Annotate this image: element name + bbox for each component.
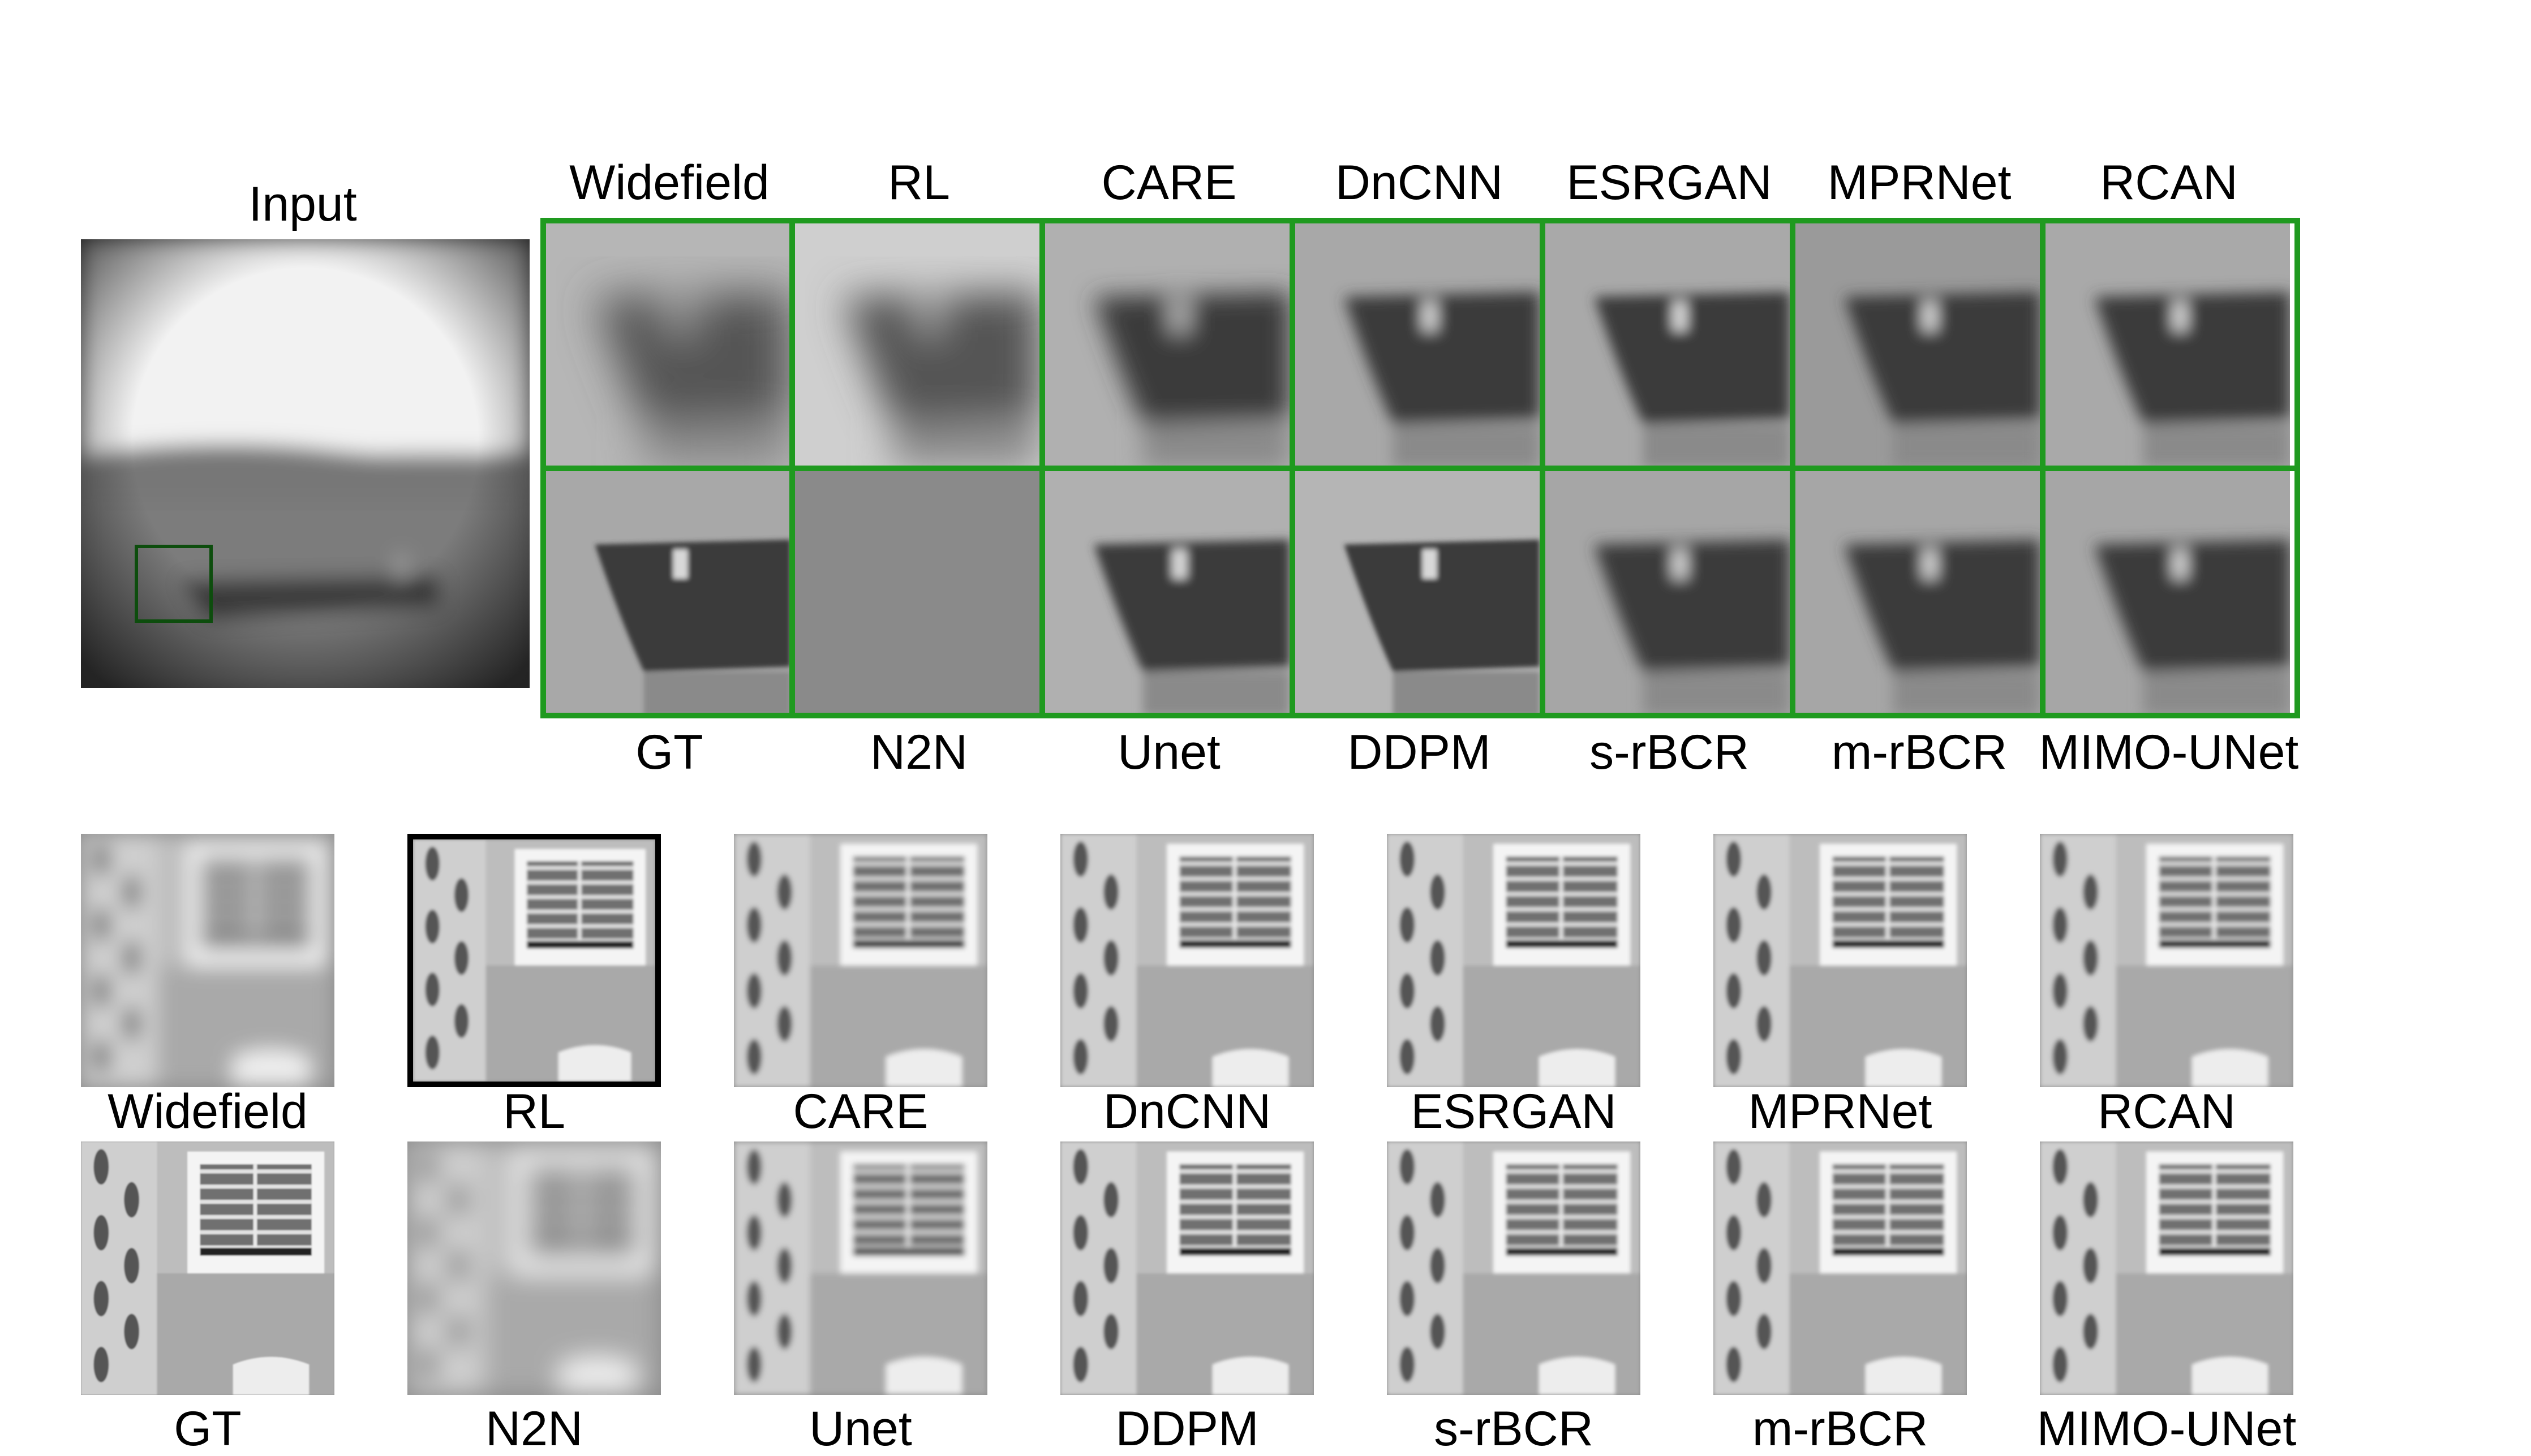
bathroom-image (1060, 834, 1314, 1087)
top-footer-label: s-rBCR (1589, 725, 1749, 779)
bathroom-image (734, 1141, 987, 1395)
bathroom-image (81, 834, 334, 1087)
top-footer-label: m-rBCR (1831, 725, 2008, 779)
bottom-row2-label: N2N (485, 1402, 583, 1456)
bathroom-image (81, 1141, 334, 1395)
bottom-row2-label: DDPM (1115, 1402, 1259, 1456)
crop-image (1295, 471, 1540, 716)
crop-image (2046, 471, 2290, 716)
top-header-label: Widefield (569, 156, 770, 210)
crop-image (1545, 223, 1790, 468)
bathroom-image (2040, 1141, 2293, 1395)
crop-grid-divider (1039, 218, 1045, 718)
crop-grid-divider (2040, 218, 2046, 718)
crop-grid-divider (1540, 218, 1545, 718)
input-image (81, 239, 530, 688)
bottom-row2-label: MIMO-UNet (2036, 1402, 2297, 1456)
bathroom-image (407, 1141, 661, 1395)
crop-image (795, 223, 1039, 468)
crop-image (1045, 223, 1290, 468)
bathroom-image (1387, 1141, 1640, 1395)
top-header-label: RCAN (2100, 156, 2238, 210)
crop-grid-divider (1790, 218, 1795, 718)
bottom-row1-label: MPRNet (1748, 1084, 1932, 1139)
bottom-row1-label: CARE (793, 1084, 929, 1139)
bathroom-image (734, 834, 987, 1087)
crop-image (1295, 223, 1540, 468)
crop-image (1545, 471, 1790, 716)
bottom-row2-label: Unet (809, 1402, 912, 1456)
bottom-row1-label: RCAN (2098, 1084, 2236, 1139)
bottom-row1-label: ESRGAN (1411, 1084, 1617, 1139)
crop-image (546, 471, 790, 716)
bathroom-image (1060, 1141, 1314, 1395)
top-header-label: ESRGAN (1566, 156, 1772, 210)
bottom-row1-label: Widefield (108, 1084, 308, 1139)
bottom-row2-label: GT (174, 1402, 242, 1456)
input-label: Input (248, 177, 357, 231)
bottom-row2-label: s-rBCR (1434, 1402, 1593, 1456)
top-header-label: DnCNN (1335, 156, 1503, 210)
bottom-row2-label: m-rBCR (1752, 1402, 1928, 1456)
crop-image (1795, 471, 2040, 716)
bathroom-image (1387, 834, 1640, 1087)
bathroom-image (2040, 834, 2293, 1087)
crop-image (1795, 223, 2040, 468)
top-header-label: CARE (1101, 156, 1237, 210)
crop-image (2046, 223, 2290, 468)
crop-image (546, 223, 790, 468)
bathroom-image (407, 834, 661, 1087)
top-footer-label: Unet (1118, 725, 1221, 779)
crop-grid-divider (540, 466, 2300, 471)
top-footer-label: GT (635, 725, 703, 779)
top-footer-label: N2N (870, 725, 968, 779)
crop-image (1045, 471, 1290, 716)
bottom-row1-label: RL (503, 1084, 565, 1139)
crop-grid-divider (789, 218, 795, 718)
roi-box (135, 545, 213, 623)
top-footer-label: MIMO-UNet (2039, 725, 2299, 779)
top-footer-label: DDPM (1347, 725, 1491, 779)
bathroom-image (1713, 1141, 1967, 1395)
top-header-label: MPRNet (1827, 156, 2012, 210)
bathroom-image (1713, 834, 1967, 1087)
crop-grid-divider (1290, 218, 1295, 718)
top-header-label: RL (888, 156, 950, 210)
crop-image (795, 471, 1039, 716)
bottom-row1-label: DnCNN (1103, 1084, 1271, 1139)
